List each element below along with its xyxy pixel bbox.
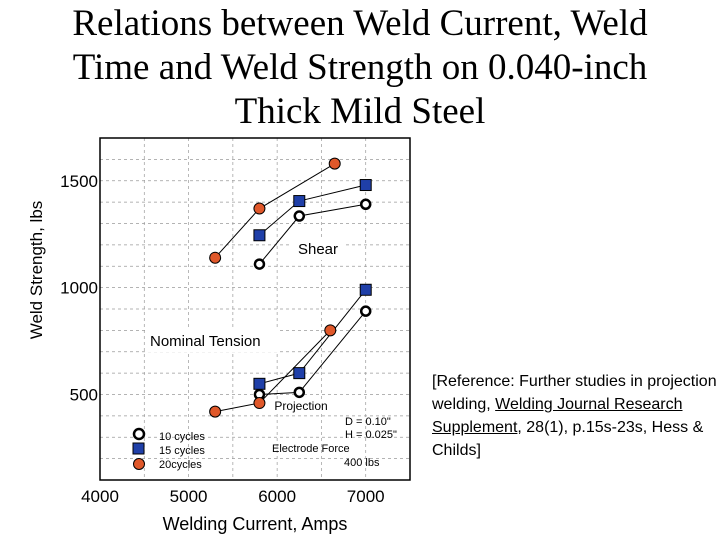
projection-label-box [270, 399, 332, 413]
legend-marker-15-cycles [132, 442, 145, 455]
shear-label-box [292, 238, 344, 260]
reference-post: , 28(1), p.15s-23s, Hess & Childs] [432, 419, 704, 459]
data-point-15-cycles [293, 367, 306, 380]
data-point-15-cycles [253, 377, 266, 390]
data-point-10-cycles [253, 258, 266, 270]
title-line-1: Relations between Weld Current, Weld [72, 3, 648, 44]
data-point-20cycles [209, 251, 222, 264]
title-line-2: Time and Weld Strength on 0.040-inch [72, 47, 648, 88]
data-point-10-cycles [293, 210, 306, 222]
shear-label: Shear [298, 241, 338, 258]
reference-pre: [Reference: Further studies in projectio… [432, 373, 717, 413]
reference-note: [Reference: Further studies in projectio… [432, 370, 717, 462]
plot-frame [99, 137, 411, 481]
title-line-3: Thick Mild Steel [234, 91, 486, 132]
legend-marker-20-cycles [133, 458, 145, 470]
y-tick-label: 1000 [60, 279, 98, 298]
legend: 10 cycles 15 cycles 20cycles [132, 427, 205, 471]
data-point-15-cycles [253, 229, 266, 242]
x-tick-label: 5000 [170, 487, 208, 506]
data-point-15-cycles [293, 195, 306, 208]
electrode-force-label: Electrode Force [272, 443, 350, 455]
chart-title: Relations between Weld Current, Weld Tim… [20, 2, 700, 134]
h-dimension-label: H = 0.025" [345, 429, 397, 441]
data-point-15-cycles [359, 179, 372, 192]
legend-label-10-cycles: 10 cycles [159, 431, 205, 443]
y-tick-label: 500 [70, 386, 98, 405]
x-tick-label: 6000 [258, 487, 296, 506]
electrode-force-value: 400 lbs [344, 457, 380, 469]
series-line-10-cycles [259, 310, 367, 395]
series-line-15-cycles [259, 184, 366, 236]
x-tick-label: 4000 [81, 487, 119, 506]
tick-labels: 4000 5000 6000 7000 500 1000 1500 [60, 172, 384, 506]
tension-label: Nominal Tension [150, 333, 261, 350]
x-axis-label: Welding Current, Amps [163, 514, 348, 534]
data-point-20cycles [328, 157, 341, 170]
y-axis-label: Weld Strength, lbs [27, 201, 46, 340]
data-point-10-cycles [359, 198, 372, 211]
data-point-10-cycles [359, 305, 372, 317]
data-point-20cycles [253, 202, 266, 215]
reference-journal: Welding Journal Research Supplement [432, 396, 683, 436]
data-point-10-cycles [293, 386, 306, 399]
tension-label-box [145, 330, 278, 352]
series-markers [209, 157, 372, 418]
legend-marker-10-cycles [132, 427, 146, 441]
legend-label-20-cycles: 20cycles [159, 459, 202, 471]
data-point-20cycles [324, 324, 337, 337]
data-point-15-cycles [359, 283, 372, 296]
data-point-20cycles [253, 397, 266, 410]
legend-label-15-cycles: 15 cycles [159, 445, 205, 457]
grid [100, 138, 410, 480]
y-tick-label: 1500 [60, 172, 98, 191]
x-tick-label: 7000 [347, 487, 385, 506]
series-lines [214, 163, 367, 413]
d-dimension-label: D = 0.10" [345, 416, 391, 428]
projection-label: Projection [274, 399, 327, 413]
data-point-20cycles [209, 405, 222, 418]
